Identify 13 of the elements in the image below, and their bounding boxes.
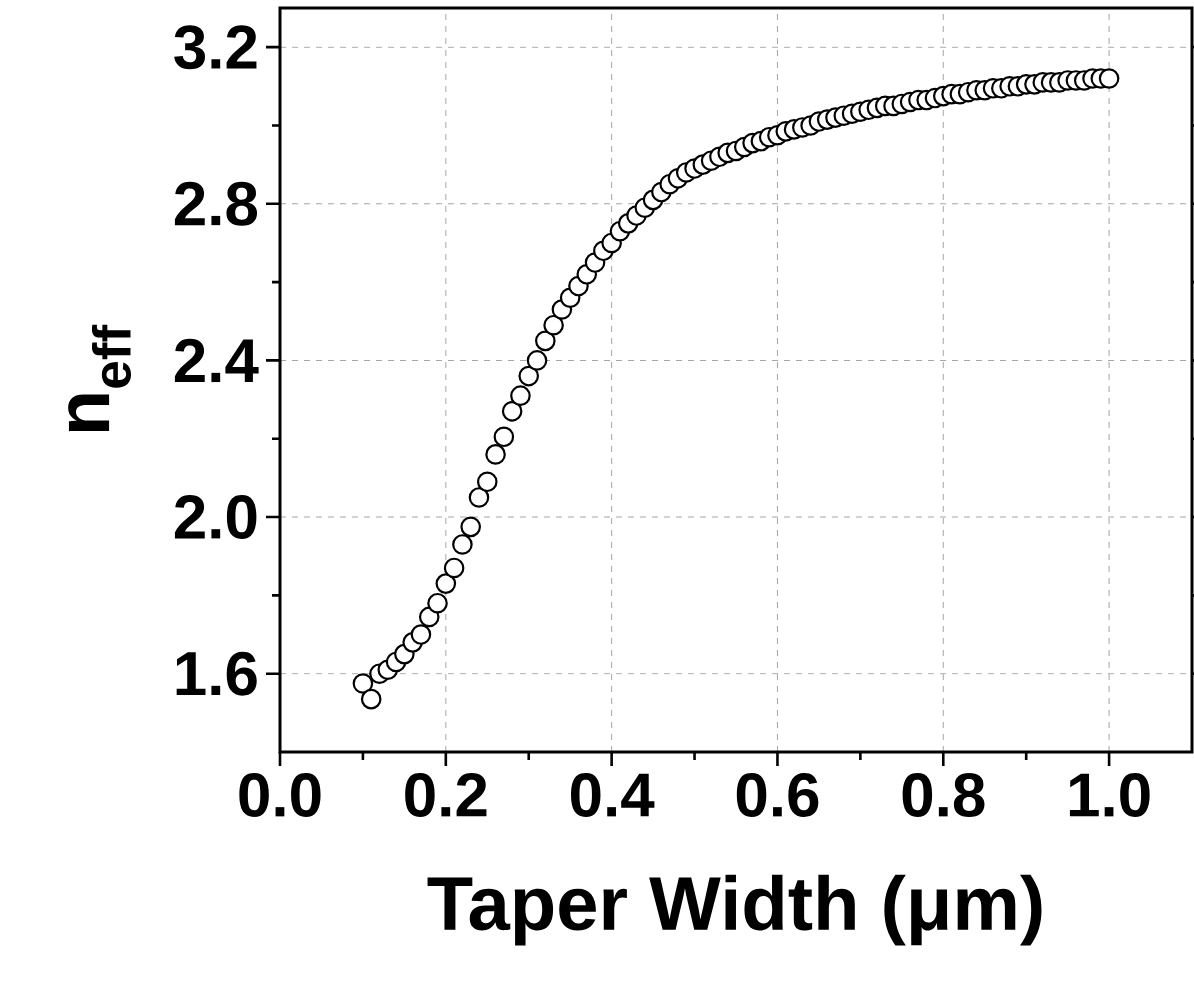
x-tick-label: 0.4 bbox=[570, 773, 655, 817]
x-tick-label: 0.2 bbox=[405, 773, 487, 817]
y-tick-label: 2.4 bbox=[174, 338, 259, 383]
x-axis-title: Taper Width (μm) bbox=[427, 874, 1042, 946]
y-tick-label: 2.0 bbox=[174, 495, 257, 539]
y-tick-label: 1.6 bbox=[176, 651, 257, 696]
x-tick-label: 0.6 bbox=[736, 773, 819, 817]
x-tick-label: 0.0 bbox=[239, 773, 321, 817]
x-tick-label: 0.8 bbox=[902, 773, 985, 817]
y-tick-label: 2.8 bbox=[174, 181, 258, 226]
x-tick-label: 1.0 bbox=[1069, 773, 1150, 817]
y-tick-label: 3.2 bbox=[174, 25, 257, 70]
y-axis-title: n$_{eff}$ bbox=[68, 324, 132, 432]
